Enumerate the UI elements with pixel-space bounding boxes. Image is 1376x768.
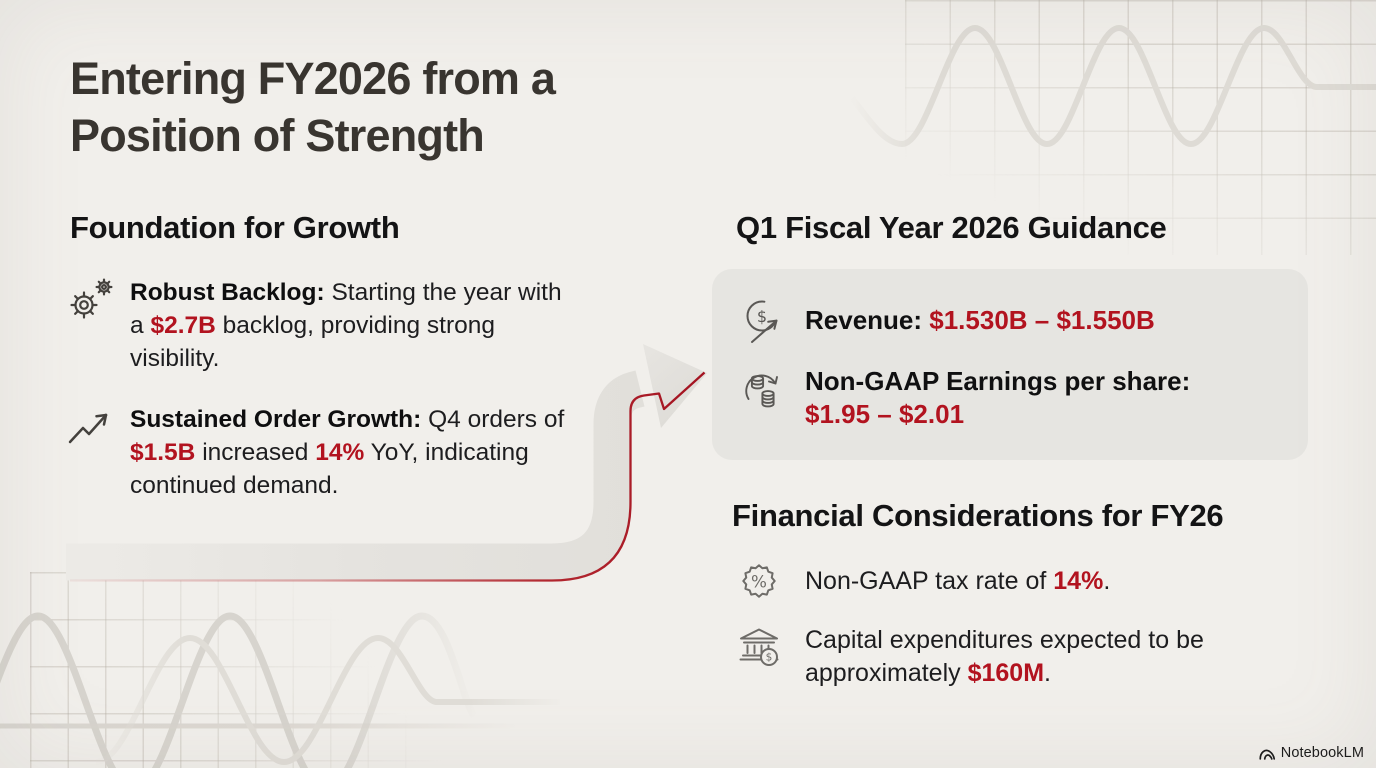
text-segment: . — [1044, 659, 1051, 687]
text-segment: 14% — [1053, 567, 1104, 595]
footer-brand: NotebookLM — [1258, 745, 1364, 761]
bank-icon: $ — [739, 628, 779, 666]
guidance-eps: Non-GAAP Earnings per share: $1.95 – $2.… — [805, 365, 1237, 431]
gears-icon — [70, 278, 113, 319]
text-segment: Non-GAAP Earnings per share: — [805, 366, 1191, 396]
text-segment: $1.95 – $2.01 — [805, 399, 965, 429]
text-segment: Sustained Order Growth: — [130, 406, 422, 433]
text-segment: Non-GAAP tax rate of — [805, 567, 1054, 595]
notebooklm-logo-icon — [1259, 749, 1275, 760]
percent-badge-icon: % — [742, 564, 776, 598]
coins-cycle-icon — [745, 374, 778, 408]
text-segment: Capital expenditures expected to be appr… — [805, 626, 1204, 687]
text-segment: backlog, providing strong visibility. — [130, 312, 496, 372]
text-segment: $1.5B — [130, 439, 196, 466]
slide-title-line1: Entering FY2026 from a — [70, 53, 556, 104]
slide-title-line2: Position of Strength — [70, 110, 485, 161]
svg-text:%: % — [751, 572, 767, 592]
consideration-capex: Capital expenditures expected to be appr… — [805, 624, 1297, 690]
text-segment: $2.7B — [150, 312, 216, 339]
guidance-card — [712, 269, 1308, 460]
text-segment: increased — [195, 439, 316, 466]
considerations-heading: Financial Considerations for FY26 — [732, 498, 1224, 533]
text-segment: Revenue: — [805, 305, 930, 335]
notebooklm-label: NotebookLM — [1280, 745, 1364, 761]
trend-up-icon — [68, 413, 108, 444]
foundation-bullet-orders: Sustained Order Growth: Q4 orders of $1.… — [130, 403, 588, 502]
guidance-revenue: Revenue: $1.530B – $1.550B — [805, 304, 1275, 337]
text-segment: Q4 orders of — [421, 406, 565, 433]
text-segment: $1.530B – $1.550B — [929, 305, 1155, 335]
dollar-growth-icon: $ — [746, 300, 778, 343]
text-segment: 14% — [315, 439, 365, 466]
text-segment: $160M — [967, 659, 1045, 687]
slide-title: Entering FY2026 from a Position of Stren… — [70, 50, 770, 164]
svg-text:$: $ — [766, 652, 773, 664]
text-segment: Robust Backlog: — [130, 279, 325, 306]
foundation-bullet-backlog: Robust Backlog: Starting the year with a… — [130, 276, 582, 375]
guidance-heading: Q1 Fiscal Year 2026 Guidance — [736, 210, 1167, 245]
foundation-heading: Foundation for Growth — [70, 210, 400, 245]
text-segment: . — [1103, 567, 1111, 595]
consideration-tax-rate: Non-GAAP tax rate of 14%. — [805, 565, 1285, 598]
text-segment: Starting the year with a — [130, 279, 562, 339]
svg-text:$: $ — [757, 307, 767, 326]
